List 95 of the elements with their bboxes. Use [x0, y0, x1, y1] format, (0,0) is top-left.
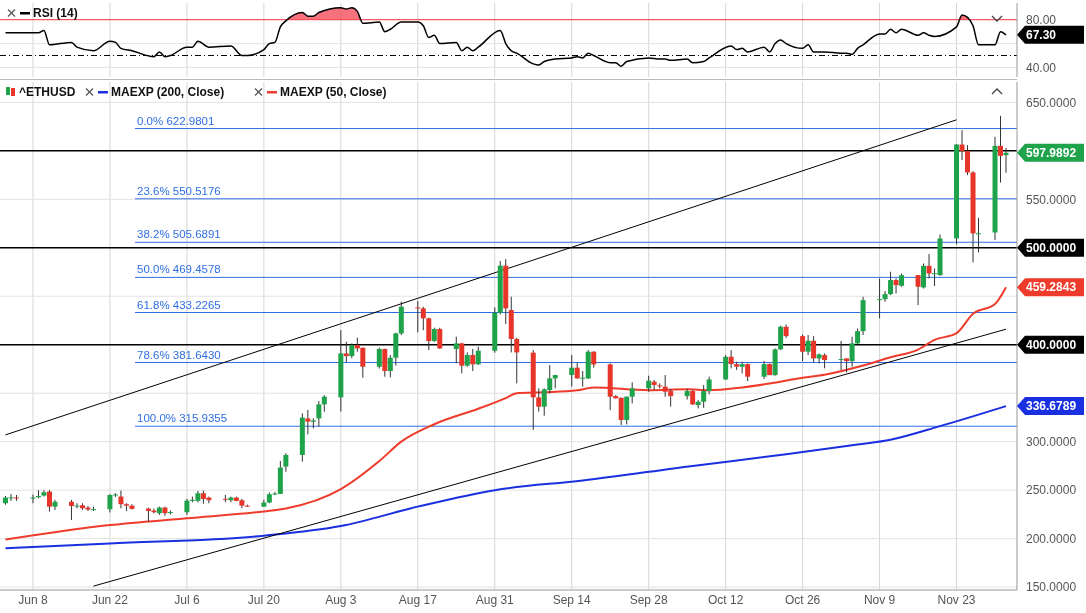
x-tick-label: Oct 12 — [707, 593, 744, 607]
x-tick-label: Sep 28 — [629, 593, 669, 607]
candlestick — [453, 336, 459, 364]
candlestick — [283, 452, 289, 473]
candlestick — [316, 400, 322, 428]
candlestick — [305, 409, 311, 435]
data-label: 336.6789 — [1026, 399, 1077, 414]
x-tick-label: Nov 23 — [937, 593, 976, 607]
candlestick — [778, 325, 784, 351]
candlestick — [893, 277, 899, 294]
candlestick — [41, 489, 47, 498]
candlestick — [888, 271, 894, 296]
candlestick — [387, 354, 393, 378]
x-tick-label: Jun 22 — [91, 593, 129, 607]
ref-line-label: 0.0% 622.9801 — [137, 114, 215, 127]
ref-line-label: 61.8% 433.2265 — [137, 298, 221, 311]
candlestick — [915, 274, 921, 306]
ref-line-label: 23.6% 550.5176 — [137, 184, 221, 197]
data-label: 67.30 — [1026, 28, 1057, 43]
x-tick-label: Nov 9 — [863, 593, 896, 607]
candlestick — [965, 144, 971, 176]
candlestick — [360, 347, 366, 379]
candlestick — [728, 349, 734, 369]
text: 597.9892 — [1026, 145, 1077, 160]
candlestick — [811, 335, 817, 363]
x-tick-label: Aug 3 — [325, 593, 357, 607]
candlestick — [849, 336, 855, 368]
candlestick — [569, 354, 575, 388]
legend-label: MAEXP (200, Close) — [111, 85, 225, 100]
candlestick — [376, 347, 382, 369]
candlestick — [701, 384, 707, 409]
candlestick — [624, 395, 630, 425]
ref-line-label: 100.0% 315.9355 — [137, 412, 228, 425]
ref-line-label: 38.2% 505.6891 — [137, 228, 221, 241]
ref-line-label: 400.0000 — [1026, 337, 1077, 352]
y-tick-label: 300.0000 — [1026, 434, 1077, 449]
x-tick-label: Oct 26 — [784, 593, 821, 607]
candlestick — [629, 381, 635, 404]
data-label: 459.2843 — [1026, 280, 1077, 295]
candlestick — [8, 493, 14, 502]
candlestick — [129, 503, 135, 511]
candlestick — [998, 115, 1004, 184]
candlestick — [118, 490, 124, 509]
candlestick — [723, 354, 729, 381]
candlestick — [514, 337, 520, 384]
y-tick-label: 150.0000 — [1026, 580, 1077, 595]
candlestick — [85, 505, 91, 512]
candlestick — [805, 334, 811, 356]
candlestick — [838, 340, 844, 371]
legend-label: ^ETHUSD — [19, 85, 76, 100]
candlestick — [420, 306, 426, 331]
candlestick — [816, 352, 822, 364]
candlestick — [976, 217, 982, 253]
ref-line-label: 78.6% 381.6430 — [137, 348, 221, 361]
ref-line-label: 500.0000 — [1026, 240, 1077, 255]
candlestick — [74, 502, 80, 509]
y-tick-label: 250.0000 — [1026, 483, 1077, 498]
candlestick — [46, 489, 52, 513]
y-tick-label: 40.00 — [1026, 60, 1057, 75]
candlestick — [475, 346, 481, 366]
candlestick — [959, 129, 965, 161]
candlestick — [580, 370, 586, 388]
candlestick — [382, 348, 388, 378]
candlestick — [618, 397, 624, 426]
x-tick-label: Jul 20 — [247, 593, 281, 607]
candlestick — [536, 387, 542, 413]
candlestick — [30, 494, 36, 504]
y-tick-label: 550.0000 — [1026, 192, 1077, 207]
candlestick — [437, 327, 443, 350]
line-series — [4, 405, 1008, 550]
candlestick — [921, 262, 927, 289]
candlestick — [343, 341, 349, 363]
y-tick-label: 80.00 — [1026, 12, 1057, 27]
candlestick — [877, 277, 883, 319]
x-tick-label: Aug 31 — [475, 593, 515, 607]
candlestick — [68, 499, 74, 521]
y-tick-label: 200.0000 — [1026, 531, 1077, 546]
line-series — [4, 286, 1008, 541]
candlestick — [882, 290, 888, 303]
y-tick-label: 650.0000 — [1026, 95, 1077, 110]
candlestick — [926, 253, 932, 279]
x-tick-label: Jun 8 — [18, 593, 48, 607]
x-tick-label: Aug 17 — [398, 593, 438, 607]
candlestick — [459, 342, 465, 374]
legend-label: RSI (14) — [33, 6, 78, 21]
candlestick — [52, 499, 58, 511]
candlestick — [415, 300, 421, 333]
legend-label: MAEXP (50, Close) — [280, 85, 387, 100]
candlestick — [800, 333, 806, 362]
x-tick-label: Jul 6 — [174, 593, 200, 607]
candlestick — [426, 317, 432, 351]
candlestick — [470, 348, 476, 372]
candlestick — [739, 361, 745, 374]
x-tick-label: Sep 14 — [552, 593, 592, 607]
ref-line-label: 50.0% 469.4578 — [137, 263, 221, 276]
